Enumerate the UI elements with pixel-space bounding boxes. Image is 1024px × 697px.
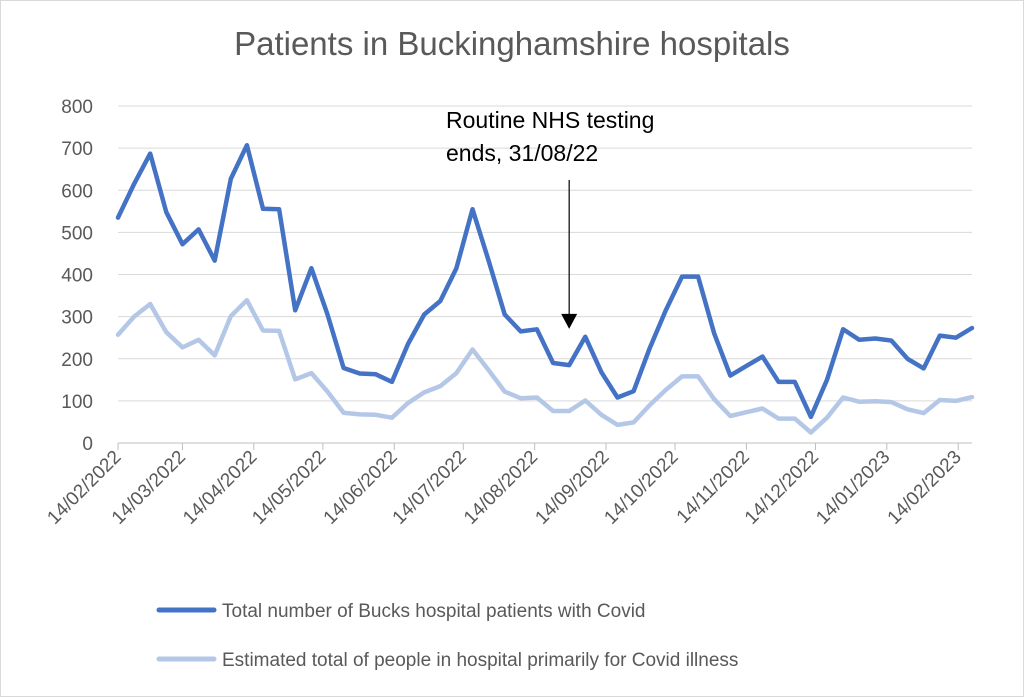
y-tick-label: 800 [61,97,93,118]
x-tick-label: 14/02/2023 [884,447,966,529]
x-tick-label: 14/04/2022 [179,447,261,529]
x-tick-label: 14/08/2022 [460,447,542,529]
series-line-primary-covid [115,297,975,435]
annotation-text: ends, 31/08/22 [446,140,598,166]
x-tick-label: 14/10/2022 [601,447,683,529]
chart-title: Patients in Buckinghamshire hospitals [234,25,790,62]
x-tick-label: 14/01/2023 [812,447,894,529]
legend-label: Total number of Bucks hospital patients … [222,601,646,622]
legend-label: Estimated total of people in hospital pr… [222,650,738,671]
annotation-text: Routine NHS testing [446,107,654,133]
x-tick-label: 14/09/2022 [531,447,613,529]
x-tick-label: 14/06/2022 [320,447,402,529]
y-tick-label: 500 [61,223,93,244]
y-tick-label: 600 [61,181,93,202]
y-tick-label: 700 [61,139,93,160]
x-tick-label: 14/07/2022 [389,447,471,529]
annotation-arrowhead [561,313,578,329]
y-tick-label: 100 [61,392,93,413]
series-line-total-patients [115,142,975,420]
x-tick-label: 14/12/2022 [741,447,823,529]
x-tick-label: 14/05/2022 [248,447,330,529]
y-tick-label: 0 [82,434,93,455]
y-tick-label: 200 [61,350,93,371]
y-tick-label: 300 [61,308,93,329]
y-tick-label: 400 [61,266,93,287]
